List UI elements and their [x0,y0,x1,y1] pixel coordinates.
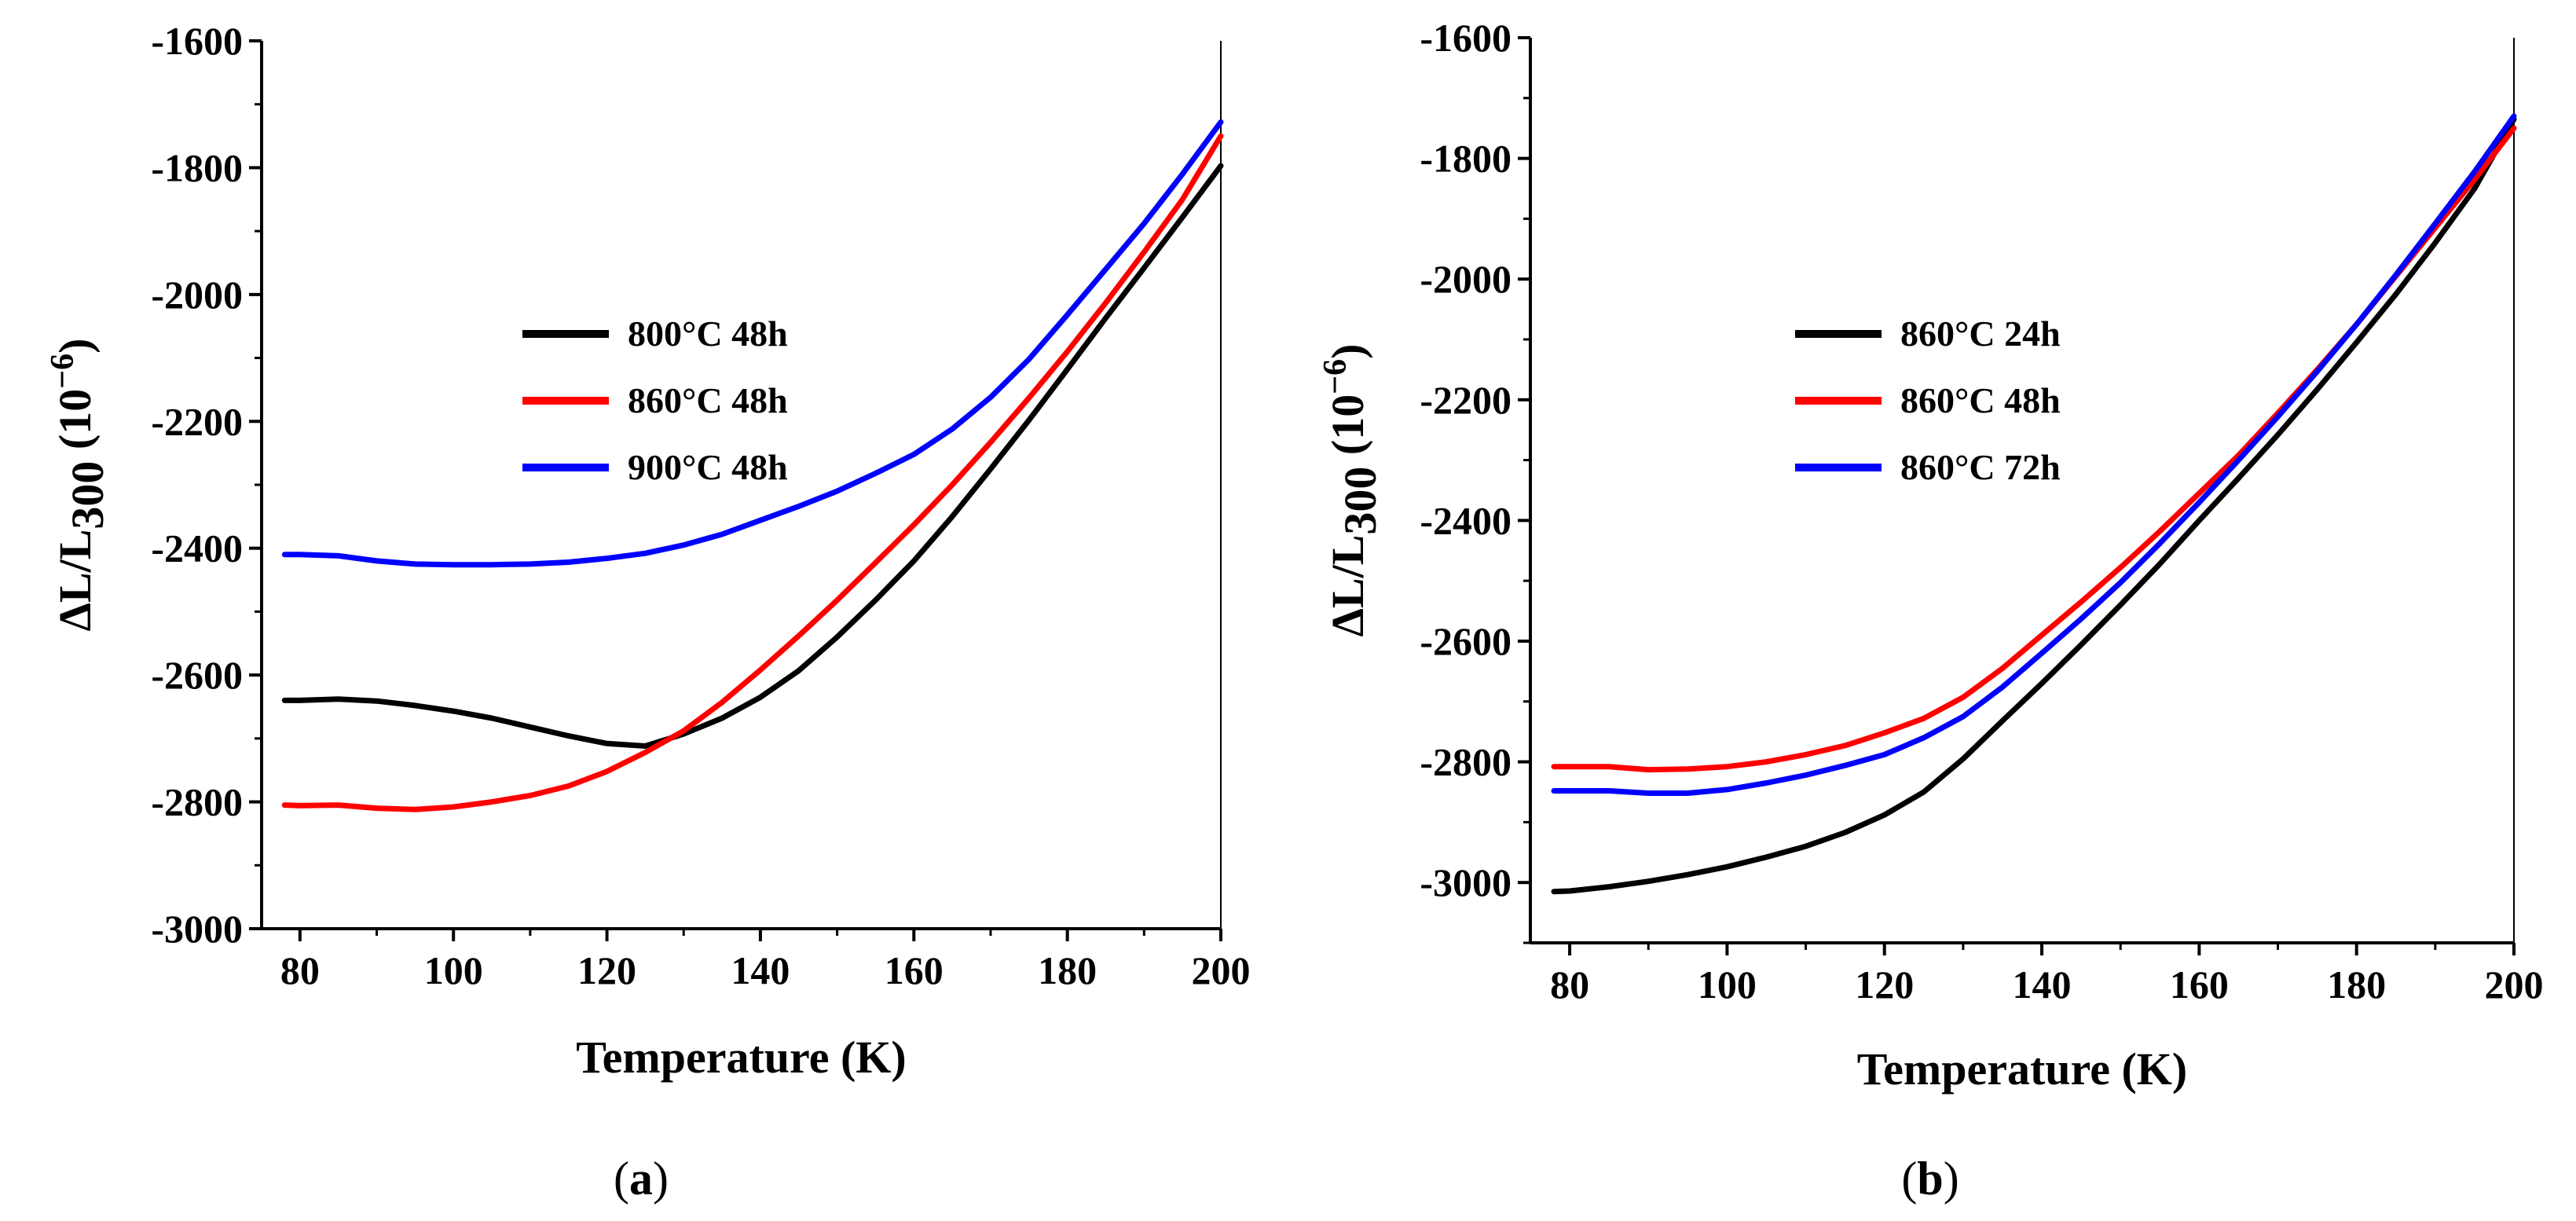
y-tick-label: -2400 [1420,498,1512,542]
y-axis-title: ΔL/L300 (10−6) [1317,344,1386,637]
x-tick-label: 160 [2170,962,2229,1006]
y-tick-label: -1600 [151,19,243,63]
caption-letter: b [1917,1153,1943,1204]
x-tick-label: 80 [1550,962,1589,1006]
y-axis-title-close: ) [1322,344,1373,359]
x-tick-label: 200 [2485,962,2544,1006]
caption-letter: a [629,1153,653,1204]
legend-entry: 860°C 72h [1900,447,2061,487]
x-tick-label: 120 [1855,962,1914,1006]
y-axis-title-sub: 300 [1335,467,1386,535]
y-axis-title-main: ΔL/L [49,530,101,632]
x-tick-label: 180 [2327,962,2386,1006]
x-tick-label: 120 [577,948,636,992]
y-axis-title: ΔL/L300 (10−6) [45,339,113,632]
y-axis-title-main: ΔL/L [1322,535,1373,637]
legend-entry: 800°C 48h [628,314,788,354]
caption-open: ( [1901,1153,1917,1204]
caption-close: ) [653,1153,669,1204]
y-tick-label: -2000 [151,273,243,317]
y-axis-title-sub: 300 [62,461,113,530]
x-axis-title: Temperature (K) [1857,1043,2187,1094]
y-tick-label: -2400 [151,526,243,570]
x-tick-label: 200 [1192,948,1251,992]
caption-open: ( [614,1153,629,1204]
y-tick-label: -3000 [151,907,243,951]
x-tick-label: 140 [731,948,790,992]
y-tick-label: -2000 [1420,257,1512,301]
x-tick-label: 160 [885,948,944,992]
series-line-800-c-48h [281,163,1224,749]
legend-entry: 860°C 48h [628,380,788,420]
y-axis-title-unit: (10 [49,389,101,461]
y-tick-label: -2200 [1420,378,1512,422]
legend-entry: 900°C 48h [628,447,788,487]
x-tick-label: 80 [280,948,320,992]
series-line-860-c-72h [1551,113,2517,796]
y-tick-label: -3000 [1420,860,1512,904]
legend-entry: 860°C 48h [1900,380,2061,420]
series-line-860-c-48h [281,133,1224,812]
x-tick-label: 100 [1698,962,1757,1006]
panel-b: -1600 -1800 -2000 -2200 -2400 -2600 -2800 -3000… [1317,16,2544,1204]
y-axis-title-unit: (10 [1322,394,1373,467]
y-tick-label: -1800 [151,145,243,189]
y-tick-label: -2800 [151,780,243,824]
x-tick-label: 180 [1038,948,1097,992]
panel-caption: (b) [1901,1153,1959,1204]
y-tick-label: -2600 [151,653,243,697]
series-line-860-c-24h [1551,116,2517,895]
y-axis-title-close: ) [49,339,101,354]
legend: 800°C 48h 860°C 48h 900°C 48h [522,314,788,487]
legend-entry: 860°C 24h [1900,314,2061,354]
legend: 860°C 24h 860°C 48h 860°C 72h [1795,314,2061,487]
panel-a: -1600 -1800 -2000 -2200 -2400 -2600 -2800 -3000… [45,19,1251,1204]
x-tick-label: 140 [2013,962,2072,1006]
y-tick-label: -1600 [1420,16,1512,60]
y-axis-title-exp: −6 [1317,359,1354,394]
y-axis-title-exp: −6 [45,354,81,389]
y-tick-label: -2200 [151,399,243,443]
y-tick-label: -2600 [1420,619,1512,663]
y-tick-label: -1800 [1420,137,1512,181]
caption-close: ) [1944,1153,1959,1204]
series-line-900-c-48h [281,119,1224,568]
y-tick-label: -2800 [1420,740,1512,784]
panel-caption: (a) [614,1153,669,1204]
x-axis-title: Temperature (K) [576,1032,906,1083]
x-tick-label: 100 [424,948,483,992]
